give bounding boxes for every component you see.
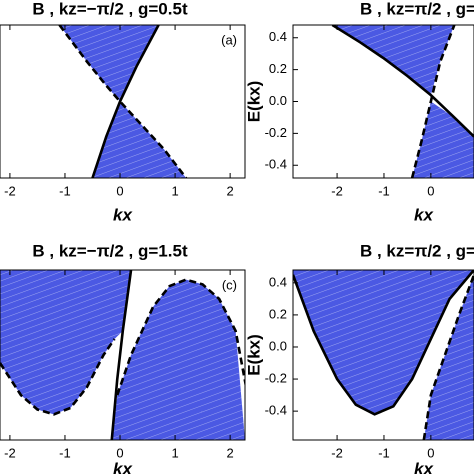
plot-area [58,25,188,178]
frame [0,269,246,441]
y-tick-label: 0.4 [269,274,287,289]
plot-area [331,25,474,178]
x-axis-label: kx [414,205,434,224]
y-tick-label: 0.2 [269,61,287,76]
x-tick-label: -1 [59,445,71,460]
band-edge [331,25,474,138]
plot-area [293,270,474,440]
band-region-lines [111,279,245,440]
band-region-lines [59,25,159,102]
x-tick-label: -1 [378,183,390,198]
x-tick-label: -1 [378,445,390,460]
panel: -2 -1 0 -0.4 -0.2 0.0 0.2 0.4 B , kz=π/2 , g= kx E… [244,0,474,224]
frame [0,24,246,179]
band-edge [91,25,160,178]
panel: -2 -1 0 -0.4 -0.2 0.0 0.2 0.4 B , kz=π/2 , g= kx E… [244,241,474,474]
band-edge [410,25,456,178]
plot-area [0,270,245,440]
band-region-lines [293,270,474,415]
y-tick-label: -0.2 [265,370,287,385]
y-tick-label: 0.0 [269,93,287,108]
band-edge [422,274,474,440]
x-tick-label: 0 [116,445,123,460]
y-tick-label: -0.4 [265,403,287,418]
band-edge [58,25,188,178]
band-edge [116,278,245,396]
y-tick-label: -0.4 [265,157,287,172]
x-tick-label: -2 [4,445,16,460]
x-axis-label: kx [414,459,434,474]
band-region-lines [332,25,455,96]
panel: -2 -1 0 1 2 B , kz=−π/2 , g=1.5t (c) kx [0,241,246,474]
y-tick-label: 0.4 [269,29,287,44]
panel-label: (a) [221,32,237,47]
x-tick-label: -2 [331,183,343,198]
y-axis-label: E(kx) [244,81,263,123]
panel-title: B , kz=−π/2 , g=0.5t [32,0,188,18]
band-edge [293,270,474,416]
y-axis-label: E(kx) [244,334,263,376]
x-tick-label: 2 [227,183,234,198]
band-region-lines [423,274,474,440]
x-tick-label: 0 [427,445,434,460]
y-tick-label: 0.0 [269,338,287,353]
x-tick-label: -2 [4,183,16,198]
x-tick-label: -2 [331,445,343,460]
panel-label: (c) [222,277,237,292]
panel-title: B , kz=−π/2 , g=1.5t [32,241,188,260]
x-tick-label: 1 [171,445,178,460]
x-axis-label: kx [113,205,133,224]
x-tick-label: 2 [227,445,234,460]
x-tick-label: -1 [59,183,71,198]
x-tick-label: 1 [171,183,178,198]
band-edge [110,270,133,440]
panel-title: B , kz=π/2 , g= [360,241,474,260]
x-axis-label: kx [113,459,133,474]
x-tick-label: 0 [427,183,434,198]
band-region-lines [0,270,132,415]
panel: -2 -1 0 1 2 B , kz=−π/2 , g=0.5t (a) kx [0,0,246,224]
x-tick-label: 0 [116,183,123,198]
band-region-lines [92,101,187,178]
y-tick-label: 0.2 [269,306,287,321]
y-tick-label: -0.2 [265,125,287,140]
panel-title: B , kz=π/2 , g= [360,0,474,18]
